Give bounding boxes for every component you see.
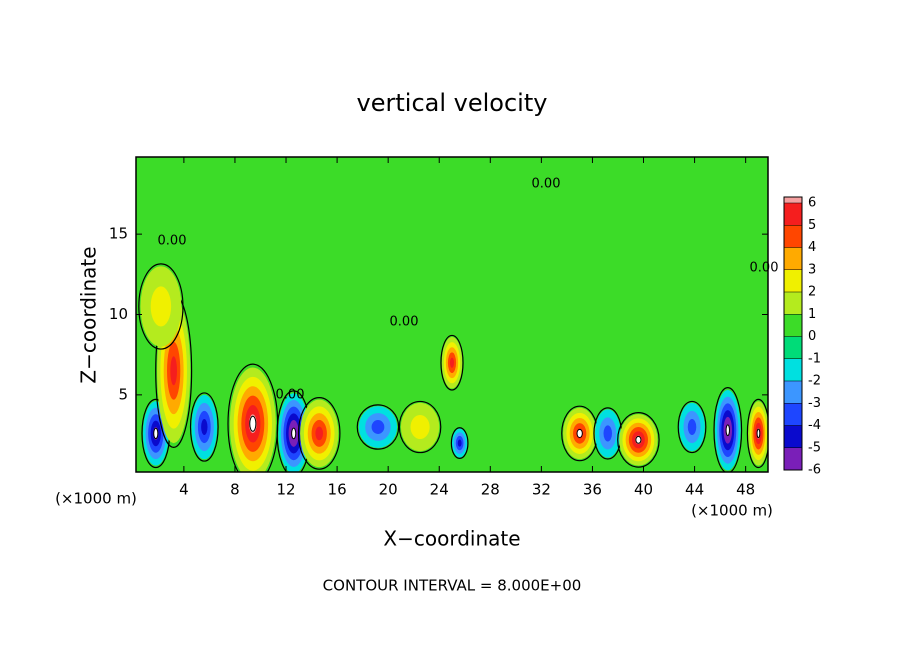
x-unit-label: (×1000 m) xyxy=(691,502,773,520)
x-tick-label: 16 xyxy=(328,481,347,499)
y-axis-label: Z−coordinate xyxy=(77,246,101,383)
x-unit-label: (×1000 m) xyxy=(55,490,137,508)
colorbar-band xyxy=(784,381,802,404)
cell-band xyxy=(603,425,613,442)
colorbar-band xyxy=(784,269,802,292)
colorbar-frame xyxy=(783,196,803,471)
cell xyxy=(617,412,660,468)
cell-band xyxy=(457,439,462,447)
field xyxy=(138,263,768,472)
colorbar-band xyxy=(784,425,802,448)
zero-contour xyxy=(189,392,219,462)
zero-contour xyxy=(713,387,743,472)
colorbar-label: 4 xyxy=(808,240,816,255)
zero-contour xyxy=(138,263,184,350)
x-tick-label: 8 xyxy=(230,481,240,499)
colorbar-label: 1 xyxy=(808,307,816,322)
colorbar-band xyxy=(784,292,802,315)
cell xyxy=(746,398,768,469)
contour-line xyxy=(291,427,297,440)
y-tick-label: 10 xyxy=(109,305,128,323)
colorbar-top xyxy=(784,197,802,203)
cell xyxy=(561,405,599,462)
cell xyxy=(440,334,464,391)
colorbar-label: -6 xyxy=(808,463,821,478)
y-tick-label: 5 xyxy=(118,385,128,403)
contour-line xyxy=(756,428,761,439)
contour-line xyxy=(249,415,257,432)
colorbar-label: -4 xyxy=(808,418,821,433)
colorbar-label: -3 xyxy=(808,396,821,411)
contour-line xyxy=(725,424,730,437)
contour-label: 0.00 xyxy=(750,261,779,276)
colorbar-label: -2 xyxy=(808,374,821,389)
cell xyxy=(138,263,184,350)
colorbar-band xyxy=(784,403,802,426)
contour-line xyxy=(576,428,583,439)
zero-contour xyxy=(450,427,469,460)
colorbar-label: 3 xyxy=(808,262,816,277)
zero-contour xyxy=(398,400,442,454)
cell xyxy=(141,398,171,469)
colorbar-label: -1 xyxy=(808,351,821,366)
zero-contour xyxy=(356,404,400,450)
colorbar-band xyxy=(784,225,802,248)
x-tick-label: 48 xyxy=(736,481,755,499)
x-tick-label: 44 xyxy=(685,481,704,499)
colorbar-label: 0 xyxy=(808,329,816,344)
colorbar-label: 5 xyxy=(808,218,816,233)
cell-band xyxy=(410,414,430,440)
cell xyxy=(356,404,400,450)
cell-band xyxy=(201,418,208,436)
cell xyxy=(713,387,743,472)
cell-band xyxy=(150,286,172,327)
zero-contour xyxy=(746,398,768,469)
colorbar-band xyxy=(784,247,802,270)
colorbar-label: 2 xyxy=(808,285,816,300)
cell-band xyxy=(687,418,697,436)
chart-title: vertical velocity xyxy=(357,89,548,117)
cell xyxy=(677,400,707,454)
colorbar-band xyxy=(784,314,802,337)
x-tick-label: 28 xyxy=(481,481,500,499)
colorbar-band xyxy=(784,447,802,470)
y-tick-label: 15 xyxy=(109,225,128,243)
x-tick-label: 40 xyxy=(634,481,653,499)
zero-contour xyxy=(440,334,464,391)
colorbar-band xyxy=(784,336,802,359)
cell xyxy=(297,397,341,470)
cell-band xyxy=(371,420,385,434)
colorbar-label: 6 xyxy=(808,196,816,211)
x-tick-label: 12 xyxy=(276,481,295,499)
cell-band xyxy=(315,426,324,441)
cell xyxy=(189,392,219,462)
contour-label: 0.00 xyxy=(158,234,187,249)
cell xyxy=(155,293,193,449)
zero-contour xyxy=(617,412,660,468)
cell-band xyxy=(449,357,455,368)
x-tick-label: 36 xyxy=(583,481,602,499)
cell xyxy=(450,427,469,460)
cell xyxy=(398,400,442,454)
contour-label: 0.00 xyxy=(390,315,419,330)
contour-label: 0.00 xyxy=(276,388,305,403)
zero-contour xyxy=(297,397,341,470)
contour-line xyxy=(635,435,642,444)
footer-note: CONTOUR INTERVAL = 8.000E+00 xyxy=(323,577,582,595)
colorbar-band xyxy=(784,203,802,226)
cell xyxy=(227,363,279,472)
x-tick-label: 4 xyxy=(179,481,189,499)
contour-line xyxy=(153,427,159,440)
cell xyxy=(593,407,623,460)
x-tick-label: 32 xyxy=(532,481,551,499)
colorbar-label: -5 xyxy=(808,440,821,455)
zero-contour xyxy=(677,400,707,454)
cell-band xyxy=(170,356,177,386)
x-tick-label: 20 xyxy=(379,481,398,499)
x-tick-label: 24 xyxy=(430,481,449,499)
contour-label: 0.00 xyxy=(532,177,561,192)
x-axis-label: X−coordinate xyxy=(383,527,520,551)
colorbar-band xyxy=(784,358,802,381)
